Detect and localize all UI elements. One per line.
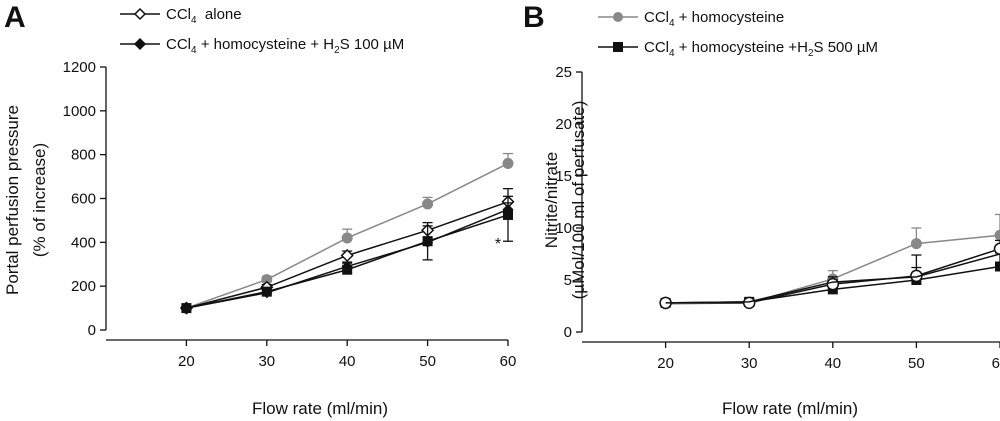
- series-line: [665, 253, 1000, 304]
- y-tick-label: 0: [564, 324, 572, 341]
- y-tick-label: 25: [555, 64, 572, 81]
- panel-a-letter: A: [4, 1, 26, 34]
- legend-a1-diamond-open-icon: [133, 7, 147, 21]
- x-tick-label: 60: [992, 355, 1000, 372]
- x-tick-label: 40: [824, 355, 841, 372]
- legend-b1-circle-icon: [613, 12, 623, 22]
- legend-b: CCl4 + homocysteine CCl4 + homocysteine …: [598, 9, 878, 59]
- data-point: [342, 264, 353, 275]
- data-point: [994, 229, 1000, 241]
- x-tick-label: 40: [339, 353, 356, 370]
- legend-b1-label: CCl4 + homocysteine: [644, 9, 784, 29]
- x-axis-label: Flow rate (ml/min): [722, 399, 858, 418]
- legend-a1-label: CCl4 alone: [166, 6, 242, 26]
- x-tick-label: 20: [657, 355, 674, 372]
- x-axis-label: Flow rate (ml/min): [252, 399, 388, 418]
- y-tick-label: 0: [88, 322, 96, 339]
- y-tick-label: 400: [71, 234, 96, 251]
- y-tick-label: 600: [71, 191, 96, 208]
- x-tick-label: 30: [258, 353, 275, 370]
- legend-a2-label: CCl4 + homocysteine + H2S 100 µM: [166, 36, 404, 56]
- y-tick-label: 15: [555, 168, 572, 185]
- y-tick-label: 10: [555, 220, 572, 237]
- panel-b-chart: 0 5 10 15 20 25 20 30 40 50 60 Flow rate (ml/min) Ni…: [542, 64, 1000, 418]
- data-point: [261, 286, 272, 297]
- data-point: [341, 232, 353, 244]
- y-axis-label: Nitrite/nitrate: [542, 152, 561, 248]
- data-point: [826, 277, 840, 291]
- y-tick-label: 200: [71, 278, 96, 295]
- y-axis-label-secondary: (µMol/100 ml of perfusate): [569, 101, 588, 300]
- y-tick-label: 1000: [63, 103, 96, 120]
- data-point: [181, 303, 192, 314]
- legend-a: CCl4 alone CCl4 + homocysteine + H2S 100…: [120, 6, 404, 56]
- y-tick-label: 5: [564, 272, 572, 289]
- legend-a2-diamond-filled-icon: [133, 37, 147, 51]
- data-point: [422, 236, 433, 247]
- significance-annotation: *: [495, 236, 501, 253]
- panel-b-letter: B: [523, 1, 545, 34]
- y-tick-label: 1200: [63, 59, 96, 76]
- y-axis-label: Portal perfusion pressure: [3, 105, 22, 295]
- data-point: [502, 157, 514, 169]
- y-tick-label: 20: [555, 116, 572, 133]
- x-tick-label: 20: [178, 353, 195, 370]
- data-point: [742, 296, 756, 310]
- x-tick-label: 50: [908, 355, 925, 372]
- legend-b2-label: CCl4 + homocysteine +H2S 500 µM: [644, 39, 878, 59]
- y-axis-label-secondary: (% of increase): [30, 143, 49, 257]
- x-tick-label: 50: [419, 353, 436, 370]
- x-tick-label: 60: [500, 353, 517, 370]
- y-tick-label: 800: [71, 147, 96, 164]
- data-point: [261, 274, 273, 286]
- data-point: [995, 261, 1000, 272]
- legend-b2-square-icon: [613, 42, 623, 52]
- x-tick-label: 30: [741, 355, 758, 372]
- data-point: [910, 238, 922, 250]
- panel-a-chart: 0 200 400 600 800 1000 1200 20 30 40 50 60 Flow rate…: [3, 59, 516, 418]
- data-point: [993, 242, 1000, 256]
- data-point: [503, 209, 513, 220]
- data-point: [422, 198, 434, 210]
